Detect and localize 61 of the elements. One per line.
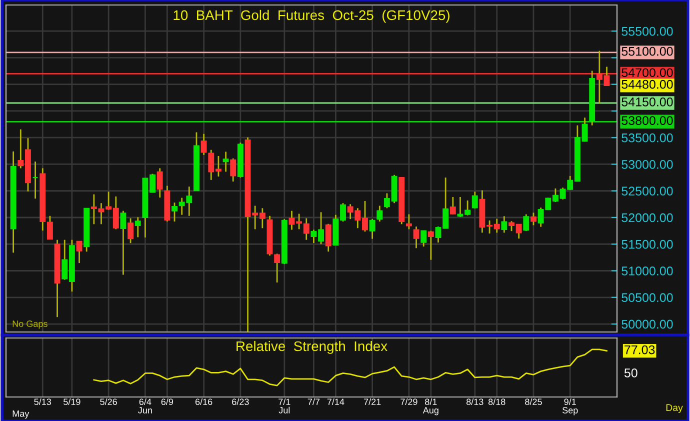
candlestick — [128, 218, 134, 244]
candlestick — [428, 230, 434, 261]
x-tick-label: 5/19 — [64, 398, 80, 406]
candlestick — [406, 214, 412, 230]
y-tick-label: 51000.00 — [622, 266, 673, 276]
text: 54480.00 — [622, 80, 673, 89]
candlestick — [134, 216, 141, 238]
candlestick — [369, 218, 376, 240]
x-tick-label: 7/1 Jul — [278, 398, 290, 414]
x-tick-label: 7/21 — [364, 398, 381, 406]
text: Day — [666, 404, 683, 414]
candlestick — [523, 214, 530, 232]
y-tick-label: 50500.00 — [622, 293, 673, 302]
x-tick-label: 7/29 — [400, 398, 418, 406]
x-tick-label: 6/23 — [232, 398, 249, 406]
candlestick — [156, 168, 163, 198]
candlestick — [303, 218, 310, 241]
candlestick — [413, 226, 420, 249]
ref-line-label: 53800.00 — [622, 116, 673, 125]
x-tick-label: 6/16 — [195, 398, 212, 406]
y-tick-label: 50000.00 — [622, 320, 673, 329]
ref-line-label: 54700.00 — [622, 68, 673, 78]
candlestick — [376, 205, 383, 222]
x-tick-label: 8/13 — [466, 398, 484, 406]
candlestick — [172, 202, 178, 222]
annotation: No Gaps — [12, 320, 48, 329]
x-tick-label: 7/14 — [327, 398, 344, 406]
candlestick — [530, 212, 536, 226]
candlestick — [472, 190, 478, 210]
y-tick-label: 53000.00 — [622, 160, 673, 169]
candlestick — [200, 133, 207, 156]
candlestick — [325, 223, 332, 252]
x-tick-label: 5/13 — [34, 398, 52, 406]
x-tick-label: 8/18 — [488, 398, 506, 406]
x-tick-label: 6/9 — [161, 398, 174, 406]
y-tick-label: 52500.00 — [622, 186, 673, 196]
x-tick-label: 6/4 Jun — [138, 398, 152, 414]
x-tick-label: 8/25 — [525, 398, 542, 406]
y-tick-label: 55500.00 — [622, 26, 673, 36]
candlestick — [501, 215, 508, 234]
candlestick — [32, 160, 38, 200]
candlestick — [230, 158, 236, 182]
candlestick — [420, 230, 427, 248]
chart-title: 10 BAHT Gold Futures Oct-25 (GF10V25) — [174, 10, 450, 23]
text: 50 — [624, 368, 638, 378]
candlestick — [76, 240, 82, 264]
y-tick-label: 52000.00 — [622, 213, 673, 222]
ref-line-label: 55100.00 — [622, 46, 673, 56]
text: 77.03 — [624, 345, 655, 354]
x-tick-label: 7/7 — [308, 398, 320, 406]
chart-title: Relative Strength Index — [236, 340, 388, 354]
candlestick — [450, 196, 456, 215]
y-tick-label: 51500.00 — [622, 240, 673, 249]
ref-line-label: 54150.00 — [622, 97, 673, 106]
x-tick-label: 5/26 — [100, 398, 117, 406]
y-tick-label: 53500.00 — [622, 133, 673, 142]
x-tick-label: 9/1 Sep — [562, 398, 578, 416]
candlestick — [222, 151, 229, 172]
candlestick — [120, 210, 126, 276]
text: May — [12, 410, 30, 419]
x-tick-label: 8/1 Aug — [422, 398, 438, 416]
